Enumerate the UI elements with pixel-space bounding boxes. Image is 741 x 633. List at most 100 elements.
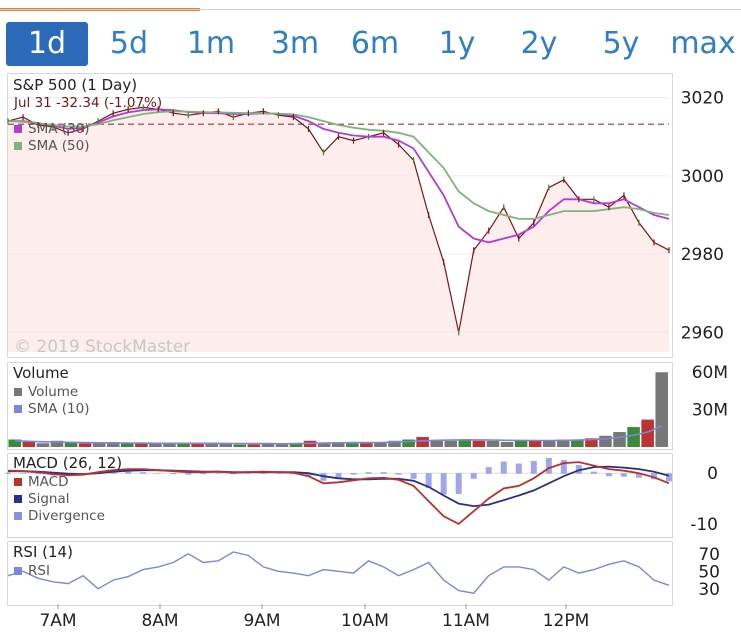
divergence-bar — [260, 472, 267, 474]
x-tick-label: 11AM — [442, 611, 490, 631]
legend-swatch-icon — [14, 142, 22, 150]
legend-vol-sma-label: SMA (10) — [28, 401, 90, 417]
tab-5d[interactable]: 5d — [109, 26, 149, 61]
volume-bar — [275, 444, 289, 447]
tab-max[interactable]: max — [670, 26, 736, 61]
legend-sma30: SMA (30) — [14, 121, 89, 137]
legend-rsi-label: RSI — [28, 563, 50, 579]
tab-1m[interactable]: 1m — [186, 26, 236, 61]
watermark: © 2019 StockMaster — [14, 337, 191, 357]
x-tick-label: 9AM — [243, 611, 280, 631]
legend-signal-label: Signal — [28, 491, 70, 507]
price-change-annotation: Jul 31 -32.34 (-1.07%) — [14, 95, 163, 111]
divergence-bar — [290, 473, 297, 475]
divergence-bar — [530, 461, 537, 474]
rsi-panel[interactable] — [7, 541, 673, 606]
divergence-bar — [635, 473, 642, 478]
divergence-bar — [125, 471, 132, 474]
y-tick-label: 0 — [707, 464, 718, 484]
volume-panel[interactable] — [7, 362, 673, 450]
legend-sma50-label: SMA (50) — [28, 138, 90, 154]
volume-bar — [514, 440, 528, 447]
divergence-bar — [230, 473, 237, 475]
divergence-bar — [620, 473, 627, 477]
volume-bar — [289, 443, 303, 447]
volume-bar — [458, 439, 472, 447]
y-tick-label: 50 — [698, 562, 720, 582]
divergence-bar — [200, 473, 207, 475]
y-tick-label: -10 — [690, 515, 718, 535]
divergence-bar — [335, 473, 342, 478]
volume-bar — [360, 443, 373, 447]
volume-bar — [92, 443, 106, 447]
volume-bar — [472, 440, 486, 447]
volume-bar — [64, 442, 78, 447]
divergence-bar — [545, 458, 552, 474]
legend-macd: MACD — [14, 474, 68, 490]
divergence-bar — [500, 461, 507, 474]
legend-swatch-icon — [14, 495, 22, 503]
legend-volume: Volume — [14, 384, 78, 400]
legend-sma30-label: SMA (30) — [28, 121, 90, 137]
volume-bar — [135, 443, 148, 447]
tab-6m[interactable]: 6m — [350, 26, 400, 61]
divergence-bar — [275, 473, 282, 474]
volume-bar — [36, 443, 50, 447]
legend-signal: Signal — [14, 491, 69, 507]
series-line-macd — [7, 461, 670, 525]
volume-bar — [317, 443, 331, 447]
volume-bar — [486, 440, 500, 447]
volume-bar — [444, 440, 458, 447]
legend-sma50: SMA (50) — [14, 138, 89, 154]
x-tick-label: 8AM — [141, 611, 178, 631]
legend-volume-label: Volume — [28, 384, 79, 400]
divergence-bar — [560, 460, 567, 474]
divergence-bar — [365, 472, 372, 474]
volume-bar — [430, 440, 443, 447]
volume-bar — [500, 442, 514, 447]
tab-5y[interactable]: 5y — [602, 26, 640, 61]
macd-title: MACD (26, 12) — [13, 454, 123, 472]
divergence-bar — [185, 473, 192, 475]
x-tick-label: 12PM — [543, 611, 590, 631]
x-tick-label: 10AM — [341, 611, 389, 631]
legend-swatch-icon — [14, 405, 22, 413]
volume-bar — [8, 439, 22, 447]
volume-bar — [331, 442, 345, 447]
divergence-bar — [485, 467, 492, 474]
tab-3m[interactable]: 3m — [270, 26, 320, 61]
divergence-bar — [470, 473, 477, 479]
divergence-bar — [20, 473, 27, 474]
volume-bar — [121, 443, 134, 447]
tab-1y[interactable]: 1y — [438, 26, 476, 61]
legend-macd-label: MACD — [28, 474, 69, 490]
volume-bar — [247, 444, 261, 447]
volume-bar — [149, 443, 162, 447]
tab-2y[interactable]: 2y — [520, 26, 558, 61]
y-tick-label: 2960 — [681, 323, 724, 343]
divergence-bar — [35, 473, 42, 475]
legend-swatch-icon — [14, 512, 22, 520]
volume-bar — [177, 443, 190, 447]
series-line-sma50 — [7, 110, 670, 220]
price-area — [8, 107, 669, 353]
volume-bar — [78, 443, 92, 447]
price-title: S&P 500 (1 Day) — [13, 76, 138, 94]
legend-swatch-icon — [14, 388, 22, 396]
tab-1d[interactable]: 1d — [6, 22, 88, 66]
divergence-bar — [515, 463, 522, 474]
divergence-bar — [215, 473, 222, 474]
y-tick-label: 60M — [692, 363, 728, 383]
volume-bar — [585, 438, 598, 447]
divider — [0, 9, 741, 10]
divergence-bar — [440, 473, 447, 495]
volume-bar — [542, 440, 556, 447]
divergence-bar — [425, 473, 432, 488]
divergence-bar — [155, 473, 162, 474]
divergence-bar — [590, 471, 597, 474]
y-tick-label: 70 — [698, 545, 720, 565]
volume-bar — [233, 444, 247, 447]
volume-bar — [402, 439, 415, 447]
volume-bar — [50, 440, 64, 447]
